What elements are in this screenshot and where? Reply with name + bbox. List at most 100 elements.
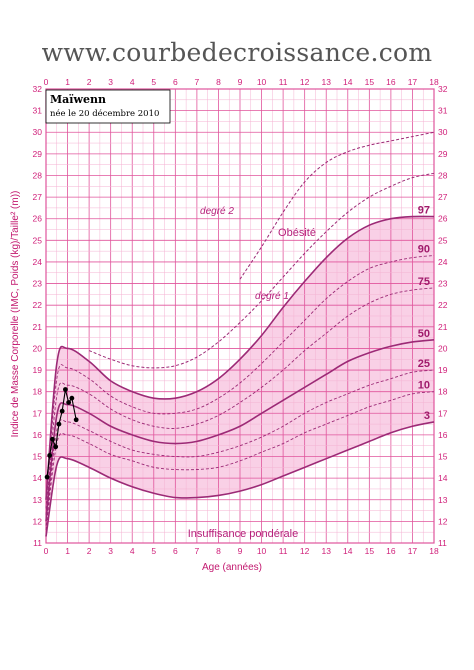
curve-50	[45, 338, 435, 522]
x-tick-label-top: 8	[216, 77, 221, 87]
x-tick-label: 9	[238, 546, 243, 556]
x-tick-label-top: 5	[151, 77, 156, 87]
patient-label: Maïwenn née le 20 décembre 2010	[45, 89, 171, 124]
y-tick-label: 32	[33, 84, 43, 94]
x-tick-label: 0	[44, 546, 49, 556]
curve-97	[45, 215, 435, 500]
x-tick-label: 6	[173, 546, 178, 556]
chart-curves	[44, 131, 435, 537]
zone-label-degree1: degré 1	[255, 291, 289, 302]
y-tick-label-right: 23	[438, 279, 448, 289]
x-tick-label: 5	[151, 546, 156, 556]
percentile-label: 3	[424, 410, 430, 422]
y-tick-label: 17	[33, 408, 43, 418]
y-tick-label: 22	[33, 300, 43, 310]
curve-degré-1	[88, 172, 435, 369]
patient-point	[47, 453, 53, 458]
patient-name: Maïwenn	[50, 93, 106, 106]
y-tick-label: 19	[33, 365, 43, 375]
patient-point	[53, 444, 59, 450]
y-tick-label-right: 29	[438, 149, 448, 159]
x-tick-label-top: 12	[300, 77, 310, 87]
y-tick-label-right: 14	[438, 473, 448, 483]
plot-frame	[45, 88, 435, 544]
x-tick-label-top: 0	[44, 77, 49, 87]
y-tick-label-right: 25	[438, 235, 448, 245]
y-tick-label-right: 31	[438, 106, 448, 116]
zone-label-degree2: degré 2	[200, 206, 234, 217]
x-tick-label-top: 3	[108, 77, 113, 87]
curve-25	[45, 369, 435, 526]
x-tick-label: 14	[343, 546, 353, 556]
x-tick-label: 13	[321, 546, 331, 556]
percentile-label: 97	[418, 205, 430, 217]
y-tick-label-right: 11	[438, 538, 447, 548]
y-tick-label: 28	[33, 170, 43, 180]
chart-labels: 0011223344556677889910101111121213131414…	[33, 77, 448, 556]
x-tick-label: 11	[279, 546, 288, 556]
y-tick-label-right: 28	[438, 170, 448, 180]
y-tick-label: 31	[33, 106, 43, 116]
y-tick-label-right: 21	[438, 322, 448, 332]
x-tick-label: 4	[130, 546, 135, 556]
y-tick-label-right: 22	[438, 300, 448, 310]
y-tick-label-right: 26	[438, 214, 448, 224]
y-tick-label: 21	[33, 322, 43, 332]
curve-75	[45, 287, 435, 515]
y-tick-label: 14	[33, 473, 43, 483]
percentile-label: 25	[418, 358, 430, 370]
y-tick-label-right: 12	[438, 516, 448, 526]
y-tick-label-right: 13	[438, 495, 448, 505]
y-tick-label: 27	[33, 192, 43, 202]
y-tick-label-right: 20	[438, 343, 448, 353]
x-tick-label-top: 16	[386, 77, 396, 87]
x-tick-label: 16	[386, 546, 396, 556]
y-tick-label-right: 27	[438, 192, 448, 202]
y-tick-label-right: 32	[438, 84, 448, 94]
y-tick-label-right: 18	[438, 387, 448, 397]
curve-degré-2	[239, 131, 435, 280]
y-tick-label: 13	[33, 495, 43, 505]
y-tick-label: 15	[33, 452, 43, 462]
percentile-label: 50	[418, 328, 430, 340]
curve-10	[45, 391, 435, 531]
x-tick-label: 3	[108, 546, 113, 556]
x-tick-label-top: 15	[365, 77, 375, 87]
y-tick-label: 11	[33, 538, 42, 548]
y-tick-label-right: 15	[438, 452, 448, 462]
x-tick-label-top: 10	[257, 77, 267, 87]
percentile-label: 75	[418, 276, 430, 288]
x-axis-title: Age (années)	[202, 562, 262, 573]
patient-point	[56, 421, 62, 427]
site-url[interactable]: www.courbedecroissance.com	[41, 38, 433, 67]
x-tick-label: 8	[216, 546, 221, 556]
x-tick-label-top: 6	[173, 77, 178, 87]
x-tick-label: 12	[300, 546, 310, 556]
patient-line	[46, 389, 77, 478]
y-tick-label: 24	[33, 257, 43, 267]
y-tick-label: 26	[33, 214, 43, 224]
y-tick-label-right: 24	[438, 257, 448, 267]
y-tick-label: 20	[33, 343, 43, 353]
x-tick-label-top: 4	[130, 77, 135, 87]
patient-point	[66, 400, 72, 405]
x-tick-label: 17	[408, 546, 418, 556]
x-tick-label-top: 7	[195, 77, 200, 87]
patient-point	[44, 474, 50, 480]
zone-label-obesity: Obésité	[278, 227, 316, 239]
patient-birthdate: née le 20 décembre 2010	[50, 108, 159, 119]
y-tick-label-right: 19	[438, 365, 448, 375]
y-tick-label: 12	[33, 516, 43, 526]
curve-90	[45, 255, 435, 509]
y-tick-label: 25	[33, 235, 43, 245]
y-tick-label: 18	[33, 387, 43, 397]
x-tick-label: 15	[365, 546, 375, 556]
y-tick-label-right: 30	[438, 127, 448, 137]
y-tick-label-right: 17	[438, 408, 448, 418]
x-tick-label: 7	[195, 546, 200, 556]
y-tick-label: 29	[33, 149, 43, 159]
x-tick-label-top: 9	[238, 77, 243, 87]
x-tick-label-top: 14	[343, 77, 353, 87]
x-tick-label: 10	[257, 546, 267, 556]
zone-label-underweight: Insuffisance pondérale	[188, 528, 299, 540]
